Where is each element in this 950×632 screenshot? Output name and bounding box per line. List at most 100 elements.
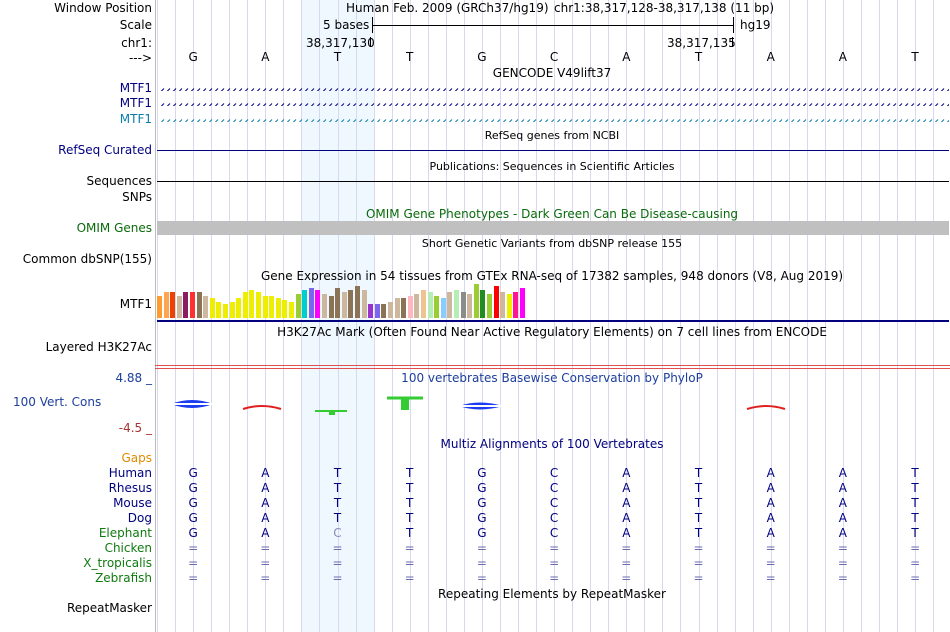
gtex-tissue-bar[interactable]: [388, 302, 393, 318]
species-label[interactable]: Rhesus: [108, 481, 152, 495]
phylop-logo[interactable]: [157, 393, 949, 419]
gtex-tissue-bar[interactable]: [163, 292, 169, 318]
gtex-tissue-bar[interactable]: [209, 298, 215, 318]
omim-genes-label[interactable]: OMIM Genes: [76, 221, 152, 235]
gtex-tissue-bar[interactable]: [467, 294, 473, 318]
dbsnp-label[interactable]: Common dbSNP(155): [22, 252, 152, 266]
alignment-base: G: [477, 481, 487, 495]
gtex-tissue-bar[interactable]: [236, 298, 242, 318]
gtex-tissue-bar[interactable]: [196, 292, 202, 318]
gtex-tissue-bar[interactable]: [223, 304, 228, 318]
gaps-label[interactable]: Gaps: [121, 451, 152, 465]
alignment-base: T: [911, 526, 919, 540]
mtf1-transcript-1[interactable]: [157, 84, 949, 91]
gtex-tissue-bar[interactable]: [335, 288, 341, 318]
gtex-tissue-bar[interactable]: [328, 296, 334, 318]
gtex-tissue-bar[interactable]: [262, 296, 268, 318]
gtex-tissue-bar[interactable]: [229, 302, 235, 318]
gtex-tissue-bar[interactable]: [308, 288, 314, 318]
gtex-tissue-bar[interactable]: [487, 294, 492, 318]
snps-label[interactable]: SNPs: [122, 190, 152, 204]
species-label[interactable]: Human: [108, 466, 152, 480]
gtex-tissue-bar[interactable]: [322, 294, 327, 318]
alignment-base: C: [333, 526, 342, 540]
gtex-tissue-bar[interactable]: [183, 292, 189, 318]
gtex-tissue-bar[interactable]: [447, 292, 453, 318]
h3k27ac-label[interactable]: Layered H3K27Ac: [45, 340, 152, 354]
species-label[interactable]: Mouse: [113, 496, 152, 510]
gtex-tissue-bar[interactable]: [421, 290, 426, 318]
gtex-tissue-bar[interactable]: [216, 302, 222, 318]
gtex-tissue-bar[interactable]: [203, 296, 209, 318]
gencode-title: GENCODE V49lift37: [492, 66, 612, 80]
gtex-tissue-bar[interactable]: [407, 296, 413, 318]
species-label[interactable]: Zebrafish: [95, 571, 152, 585]
gtex-tissue-bar[interactable]: [157, 296, 162, 318]
sequences-label[interactable]: Sequences: [86, 174, 152, 188]
gtex-tissue-bar[interactable]: [341, 292, 347, 318]
refseq-title: RefSeq genes from NCBI: [484, 129, 620, 142]
alignment-gap: =: [188, 541, 199, 555]
gtex-tissue-bar[interactable]: [348, 290, 354, 318]
gtex-tissue-bar[interactable]: [249, 290, 255, 318]
phylop-track-label[interactable]: 100 Vert. Cons: [13, 395, 102, 409]
mtf1-transcript-2-label[interactable]: MTF1: [119, 96, 152, 110]
gtex-tissue-bar[interactable]: [256, 292, 261, 318]
mtf1-transcript-2[interactable]: [157, 99, 949, 106]
species-label[interactable]: Chicken: [104, 541, 152, 555]
gtex-tissue-bar[interactable]: [394, 298, 400, 318]
gtex-tissue-bar[interactable]: [289, 302, 294, 318]
gtex-tissue-bar[interactable]: [282, 300, 288, 318]
gtex-tissue-bar[interactable]: [513, 292, 519, 318]
alignment-base: G: [477, 511, 487, 525]
gtex-tissue-bar[interactable]: [454, 290, 459, 318]
gtex-tissue-bar[interactable]: [480, 290, 486, 318]
gtex-tissue-bar[interactable]: [176, 296, 182, 318]
species-label[interactable]: Elephant: [98, 526, 152, 540]
gtex-tissue-bar[interactable]: [302, 290, 308, 318]
alignment-base: G: [188, 511, 198, 525]
gtex-tissue-bar[interactable]: [427, 292, 433, 318]
gtex-title: Gene Expression in 54 tissues from GTEx …: [260, 269, 844, 283]
gtex-tissue-bar[interactable]: [295, 294, 301, 318]
mtf1-transcript-3[interactable]: [157, 115, 949, 122]
gtex-gene-label[interactable]: MTF1: [119, 297, 152, 311]
gtex-tissue-bar[interactable]: [170, 292, 176, 318]
gtex-tissue-bar[interactable]: [473, 284, 479, 318]
mtf1-transcript-3-label[interactable]: MTF1: [119, 112, 152, 126]
refseq-curated-line[interactable]: [157, 150, 949, 151]
refseq-curated-label[interactable]: RefSeq Curated: [58, 143, 152, 157]
gtex-tissue-bar[interactable]: [355, 286, 360, 318]
coord-right-tick: [732, 37, 733, 47]
sequences-line[interactable]: [157, 181, 949, 182]
gtex-tissue-bar[interactable]: [493, 286, 499, 318]
gtex-tissue-bar[interactable]: [368, 304, 374, 318]
alignment-base: G: [188, 466, 198, 480]
gtex-tissue-bar[interactable]: [401, 298, 407, 318]
gtex-tissue-bar[interactable]: [275, 298, 281, 318]
gtex-tissue-bar[interactable]: [500, 292, 506, 318]
species-label[interactable]: Dog: [127, 511, 152, 525]
gtex-tissue-bar[interactable]: [190, 292, 195, 318]
gtex-tissue-bar[interactable]: [269, 296, 275, 318]
alignment-base: A: [838, 496, 847, 510]
gtex-tissue-bar[interactable]: [440, 298, 446, 318]
gridline: [680, 0, 682, 632]
repeatmasker-label[interactable]: RepeatMasker: [66, 601, 152, 615]
gtex-tissue-bar[interactable]: [414, 294, 420, 318]
omim-gene-bar[interactable]: [157, 221, 949, 235]
gtex-tissue-bar[interactable]: [361, 290, 367, 318]
gtex-tissue-bar[interactable]: [315, 290, 321, 318]
species-label[interactable]: X_tropicalis: [83, 556, 152, 570]
mtf1-transcript-1-label[interactable]: MTF1: [119, 81, 152, 95]
gtex-tissue-bar[interactable]: [374, 304, 380, 318]
gtex-tissue-bar[interactable]: [434, 296, 440, 318]
scale-db: hg19: [740, 18, 771, 32]
gtex-tissue-bar[interactable]: [520, 288, 525, 318]
assembly-title: Human Feb. 2009 (GRCh37/hg19): [346, 1, 549, 15]
gtex-tissue-bar[interactable]: [506, 294, 512, 318]
gtex-tissue-bar[interactable]: [242, 292, 248, 318]
gtex-tissue-bar[interactable]: [381, 304, 387, 318]
alignment-gap: =: [332, 571, 343, 585]
gtex-tissue-bar[interactable]: [460, 292, 466, 318]
